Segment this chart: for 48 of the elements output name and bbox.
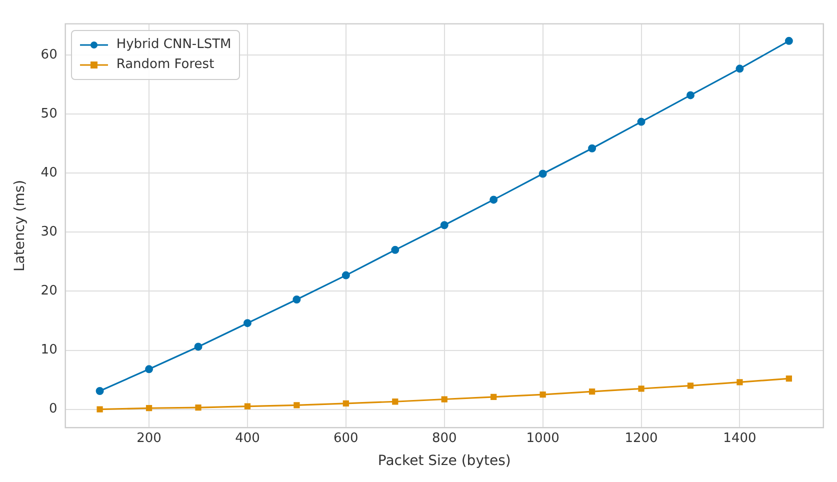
point	[96, 387, 104, 395]
point	[588, 388, 596, 395]
x-axis-title: Packet Size (bytes)	[378, 453, 511, 470]
x-tick-label: 1000	[526, 430, 560, 446]
point	[145, 365, 154, 374]
legend-label: Random Forest	[116, 56, 214, 74]
point	[194, 342, 202, 351]
point	[392, 398, 398, 405]
x-tick-label: 200	[136, 430, 162, 446]
x-tick-label: 400	[235, 430, 260, 446]
point	[637, 118, 646, 126]
point	[784, 36, 793, 45]
point	[440, 221, 448, 230]
point	[736, 64, 744, 73]
y-tick-label: 0	[49, 402, 58, 417]
point	[638, 386, 644, 392]
point	[96, 406, 103, 412]
y-tick-label: 40	[40, 166, 58, 181]
y-axis-title: Latency (ms)	[12, 180, 28, 272]
point	[342, 400, 349, 406]
x-tick-label: 1400	[723, 430, 756, 446]
point	[490, 394, 497, 400]
point	[736, 379, 743, 386]
point	[490, 196, 498, 204]
point	[686, 91, 694, 100]
point	[538, 170, 547, 178]
legend-label: Hybrid CNN-LSTM	[116, 36, 232, 54]
y-tick-label: 10	[40, 342, 58, 358]
x-tick-label: 800	[432, 430, 457, 446]
point	[292, 295, 301, 304]
x-tick-label: 1200	[624, 430, 658, 446]
point	[294, 402, 300, 408]
point	[243, 319, 252, 328]
y-tick-label: 60	[40, 47, 58, 62]
point	[540, 391, 546, 398]
y-tick-label: 20	[40, 284, 58, 299]
point	[441, 396, 448, 402]
point	[786, 376, 792, 382]
point	[687, 382, 694, 389]
point	[146, 405, 152, 412]
point	[342, 271, 350, 280]
point	[588, 144, 596, 152]
point	[244, 403, 251, 410]
point	[391, 246, 400, 254]
y-tick-label: 30	[40, 224, 58, 240]
x-tick-label: 600	[334, 430, 358, 446]
y-tick-label: 50	[40, 106, 58, 122]
point	[195, 404, 202, 411]
